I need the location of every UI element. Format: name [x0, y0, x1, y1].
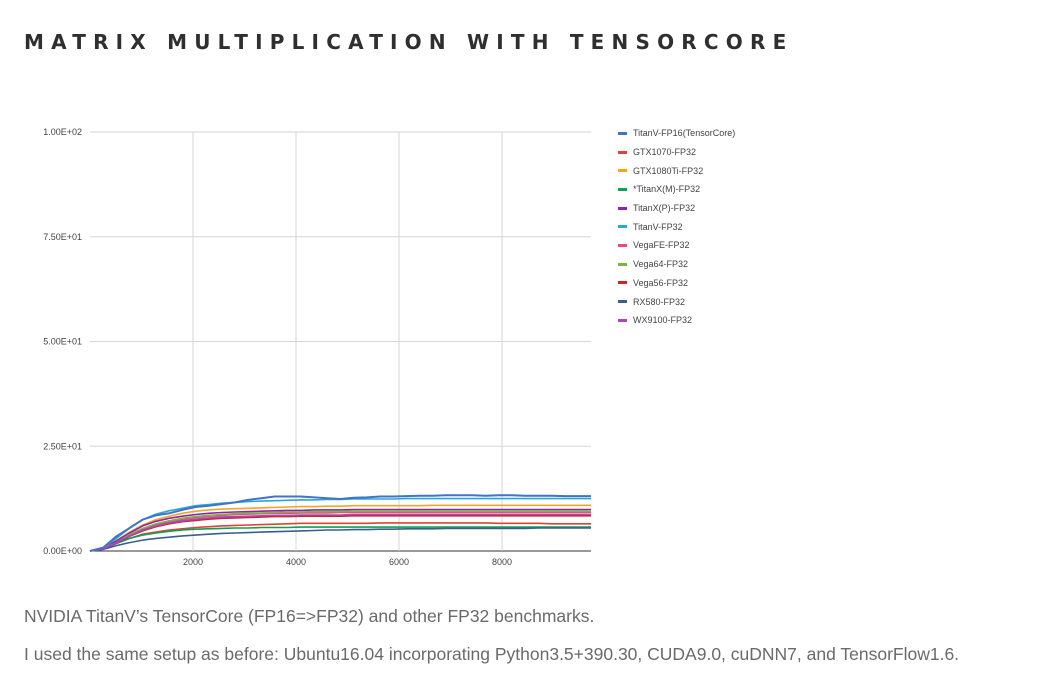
- y-tick-label: 1.00E+02: [43, 127, 82, 137]
- legend-label: TitanX(P)-FP32: [633, 203, 696, 214]
- series-line-vega64-fp32: [89, 510, 591, 552]
- y-tick-label: 2.50E+01: [43, 441, 82, 451]
- legend-swatch: [618, 150, 627, 154]
- series-line-wx9100-fp32: [89, 513, 591, 552]
- legend-label: *TitanX(M)-FP32: [633, 184, 701, 195]
- legend-swatch: [618, 243, 627, 247]
- legend-label: Vega64-FP32: [633, 259, 689, 270]
- y-tick-label: 0.00E+00: [43, 546, 82, 556]
- legend-item: WX9100-FP32: [618, 311, 735, 330]
- benchmark-line-chart: 0.00E+00 2.50E+01 5.00E+01 7.50E+01 1.00E+02…: [43, 127, 591, 567]
- x-tick-label: 8000: [492, 557, 512, 567]
- legend-item: TitanV-FP32: [618, 217, 735, 236]
- chart-grid: [90, 131, 591, 552]
- legend-label: RX580-FP32: [633, 296, 686, 307]
- legend-swatch: [618, 225, 627, 229]
- legend-label: GTX1070-FP32: [633, 147, 697, 158]
- legend-swatch: [618, 281, 627, 285]
- legend-label: WX9100-FP32: [633, 315, 693, 326]
- y-tick-label: 5.00E+01: [43, 337, 82, 347]
- legend-swatch: [618, 206, 627, 210]
- legend-label: GTX1080Ti-FP32: [633, 165, 704, 176]
- chart-axes: 0.00E+00 2.50E+01 5.00E+01 7.50E+01 1.00E+02…: [43, 127, 512, 567]
- legend-item: *TitanX(M)-FP32: [618, 180, 735, 199]
- series-line-vega56-fp32: [89, 514, 591, 552]
- x-tick-label: 2000: [183, 557, 203, 567]
- x-tick-label: 4000: [286, 557, 306, 567]
- legend-label: VegaFE-FP32: [633, 240, 690, 251]
- chart-series: [89, 494, 591, 552]
- x-tick-label: 6000: [389, 557, 409, 567]
- legend-label: TitanV-FP32: [633, 221, 683, 232]
- legend-item: Vega56-FP32: [618, 274, 735, 293]
- series-line--titanx-m-fp32: [89, 526, 591, 552]
- legend-item: Vega64-FP32: [618, 255, 735, 274]
- chart-caption: NVIDIA TitanV’s TensorCore (FP16=>FP32) …: [24, 606, 595, 626]
- series-line-gtx1080ti-fp32: [89, 504, 591, 552]
- setup-description: I used the same setup as before: Ubuntu1…: [24, 644, 960, 664]
- legend-item: RX580-FP32: [618, 292, 735, 311]
- series-line-gtx1070-fp32: [89, 522, 591, 552]
- legend-label: TitanV-FP16(TensorCore): [633, 128, 736, 139]
- series-line-rx580-fp32: [89, 527, 591, 552]
- legend-label: Vega56-FP32: [633, 277, 689, 288]
- legend-item: GTX1070-FP32: [618, 143, 735, 162]
- y-tick-label: 7.50E+01: [43, 232, 82, 242]
- legend-item: TitanX(P)-FP32: [618, 199, 735, 218]
- chart-legend: TitanV-FP16(TensorCore) GTX1070-FP32 GTX10…: [618, 124, 735, 330]
- legend-item: TitanV-FP16(TensorCore): [618, 124, 735, 143]
- legend-swatch: [618, 300, 627, 304]
- series-line-vegafe-fp32: [89, 511, 591, 552]
- legend-swatch: [618, 187, 627, 191]
- legend-swatch: [618, 169, 627, 173]
- series-line-titanv-fp16-tensorcore-: [89, 494, 591, 552]
- legend-item: VegaFE-FP32: [618, 236, 735, 255]
- legend-item: GTX1080Ti-FP32: [618, 161, 735, 180]
- page-title: MATRIX MULTIPLICATION WITH TENSORCORE: [24, 30, 794, 54]
- legend-swatch: [618, 131, 627, 135]
- series-line-titanx-p-fp32: [89, 508, 591, 552]
- legend-swatch: [618, 318, 627, 322]
- legend-swatch: [618, 262, 627, 266]
